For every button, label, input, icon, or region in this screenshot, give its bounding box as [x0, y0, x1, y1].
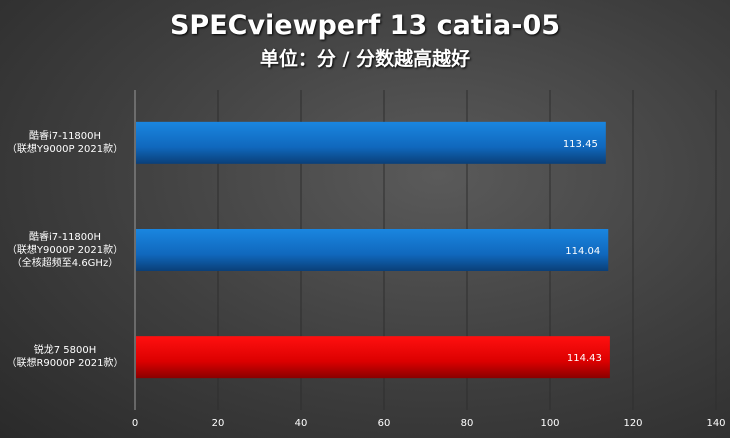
x-tick-label: 40: [295, 418, 308, 429]
category-label: 锐龙7 5800H （联想R9000P 2021款）: [0, 344, 130, 370]
category-label-line: （联想Y9000P 2021款）: [6, 244, 124, 256]
chart-title: SPECviewperf 13 catia-05: [169, 10, 561, 41]
category-label-line: （全核超频至4.6GHz）: [11, 257, 119, 269]
data-label: 114.43: [567, 353, 602, 364]
data-label: 113.45: [563, 139, 598, 150]
x-tick-label: 120: [623, 418, 642, 429]
x-tick-label: 100: [540, 418, 559, 429]
category-label: 酷睿i7-11800H （联想Y9000P 2021款） （全核超频至4.6GHz）: [0, 231, 130, 270]
category-label-line: （联想Y9000P 2021款）: [6, 143, 124, 155]
category-label-line: （联想R9000P 2021款）: [6, 358, 124, 370]
x-tick-label: 20: [212, 418, 225, 429]
category-label-line: 酷睿i7-11800H: [28, 130, 102, 142]
category-label-line: 锐龙7 5800H: [33, 345, 97, 357]
bar: [136, 121, 606, 164]
bar: [136, 229, 609, 271]
category-label: 酷睿i7-11800H （联想Y9000P 2021款）: [0, 130, 130, 156]
bar: [136, 336, 610, 379]
x-tick-label: 140: [706, 418, 725, 429]
x-tick-label: 80: [461, 418, 474, 429]
x-tick-label: 60: [378, 418, 391, 429]
x-tick-label: 0: [132, 418, 138, 429]
chart-subtitle: 单位：分 / 分数越高越好: [259, 48, 471, 70]
category-label-line: 酷睿i7-11800H: [28, 231, 102, 243]
data-label: 114.04: [565, 246, 600, 257]
